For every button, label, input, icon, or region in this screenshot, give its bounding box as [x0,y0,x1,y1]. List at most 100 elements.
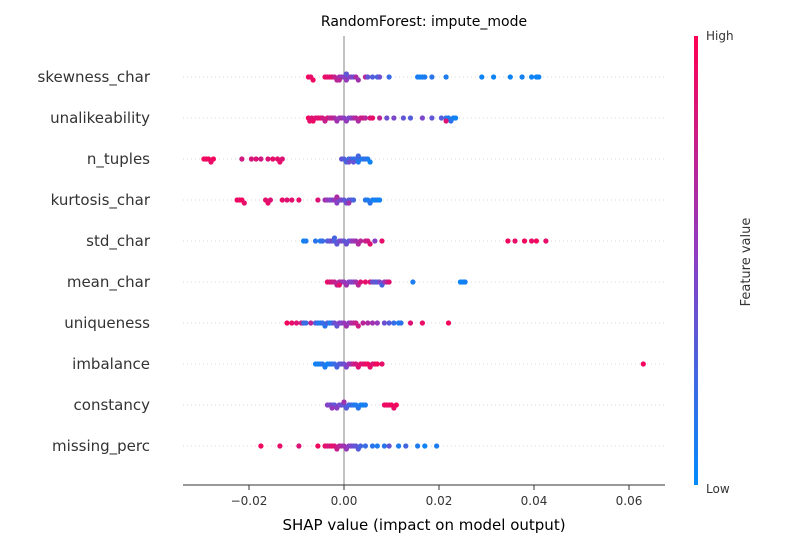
shap-point-std_char-26 [521,238,528,244]
shap-point-mean_char-24 [386,279,392,285]
feature-label-imbalance: imbalance [72,355,150,373]
feature-label-kurtosis_char: kurtosis_char [51,191,151,210]
shap-point-missing_perc-3 [315,443,321,449]
shap-point-constancy-17 [329,405,335,411]
feature-label-std_char: std_char [86,232,151,251]
shap-point-skewness_char-15 [355,77,361,83]
shap-point-uniqueness-6 [308,320,314,326]
x-tick-label-2: 0.02 [426,494,453,508]
shap-point-n_tuples-8 [258,156,264,162]
shap-point-n_tuples-9 [265,156,271,162]
shap-point-missing_perc-0 [258,443,264,449]
shap-point-std_char-1 [303,238,309,244]
feature-label-n_tuples: n_tuples [87,150,150,169]
shap-point-std_char-30 [320,238,326,244]
shap-point-mean_char-29 [336,282,342,288]
shap-point-skewness_char-36 [529,74,535,80]
shap-point-missing_perc-1 [277,443,283,449]
shap-point-std_char-23 [379,238,385,244]
shap-point-std_char-27 [529,238,535,244]
shap-point-std_char-2 [312,238,319,244]
shap-point-kurtosis_char-8 [284,197,290,203]
shap-point-mean_char-14 [358,279,364,285]
shap-point-n_tuples-26 [367,159,373,165]
shap-point-n_tuples-7 [253,156,259,162]
shap-point-skewness_char-17 [322,74,328,80]
shap-point-skewness_char-33 [491,74,497,80]
shap-point-missing_perc-24 [386,443,392,449]
shap-point-missing_perc-2 [296,443,302,449]
shap-point-uniqueness-30 [381,320,387,326]
shap-points [201,71,646,452]
shap-point-unalikeability-33 [419,115,425,121]
shap-point-unalikeability-41 [443,118,449,124]
shap-point-kurtosis_char-10 [296,197,302,203]
shap-point-mean_char-25 [410,279,416,285]
feature-label-constancy: constancy [74,396,151,414]
shap-point-uniqueness-5 [303,320,309,326]
shap-point-skewness_char-31 [443,74,449,80]
feature-label-mean_char: mean_char [67,273,151,292]
x-axis-ticks: −0.02 0.00 0.02 0.04 0.06 [231,485,643,508]
shap-point-n_tuples-4 [210,156,216,162]
shap-point-constancy-16 [362,402,368,408]
feature-label-unalikeability: unalikeability [50,109,150,127]
feature-labels: skewness_char unalikeability n_tupleskurto… [38,68,151,456]
shap-point-missing_perc-28 [422,443,428,449]
shap-point-missing_perc-27 [415,443,421,449]
shap-point-uniqueness-36 [419,320,425,326]
feature-label-missing_perc: missing_perc [52,437,150,456]
shap-point-n_tuples-10 [270,156,276,162]
shap-point-skewness_char-22 [369,74,376,80]
shap-point-skewness_char-21 [365,74,371,80]
shap-point-skewness_char-2 [310,77,316,83]
shap-point-skewness_char-25 [386,74,392,80]
shap-point-imbalance-26 [374,361,380,367]
shap-point-std_char-18 [358,238,364,244]
colorbar-gradient [694,36,698,485]
x-tick-label-4: 0.06 [616,494,643,508]
shap-point-missing_perc-26 [403,443,409,449]
shap-point-uniqueness-35 [407,320,414,326]
shap-point-uniqueness-32 [391,320,397,326]
shap-point-missing_perc-23 [381,443,387,449]
shap-point-unalikeability-30 [391,115,397,121]
shap-point-std_char-28 [533,238,540,244]
shap-point-missing_perc-20 [362,443,368,449]
shap-point-kurtosis_char-9 [289,197,295,203]
shap-point-mean_char-15 [362,279,368,285]
shap-point-uniqueness-25 [355,323,361,329]
shap-point-n_tuples-5 [239,156,245,162]
shap-point-unalikeability-31 [400,115,406,121]
shap-point-missing_perc-19 [358,443,364,449]
feature-label-skewness_char: skewness_char [38,68,151,87]
shap-point-uniqueness-29 [374,320,380,326]
shap-point-uniqueness-2 [293,320,300,326]
shap-point-unalikeability-40 [453,115,459,121]
shap-point-std_char-29 [543,238,549,244]
shap-point-unalikeability-34 [429,115,435,121]
colorbar-low-label: Low [706,482,730,496]
shap-point-skewness_char-18 [336,77,342,83]
shap-point-std_char-31 [331,235,338,241]
shap-point-unalikeability-25 [362,115,368,121]
shap-point-std_char-25 [512,238,518,244]
shap-point-missing_perc-25 [396,443,402,449]
colorbar: High Low Feature value [694,29,754,496]
chart-title: RandomForest: impute_mode [321,14,527,30]
shap-point-imbalance-27 [379,361,385,367]
shap-point-n_tuples-6 [248,156,254,162]
shap-point-uniqueness-28 [369,320,376,326]
shap-point-std_char-24 [505,238,511,244]
shap-point-kurtosis_char-7 [279,197,285,203]
shap-point-mean_char-28 [462,279,468,285]
shap-point-n_tuples-27 [346,159,352,165]
shap-point-skewness_char-34 [507,74,513,80]
shap-point-constancy-24 [393,402,399,408]
x-tick-label-3: 0.04 [521,494,548,508]
feature-label-uniqueness: uniqueness [64,314,150,332]
shap-point-kurtosis_char-24 [350,197,357,203]
shap-point-kurtosis_char-11 [315,197,321,203]
